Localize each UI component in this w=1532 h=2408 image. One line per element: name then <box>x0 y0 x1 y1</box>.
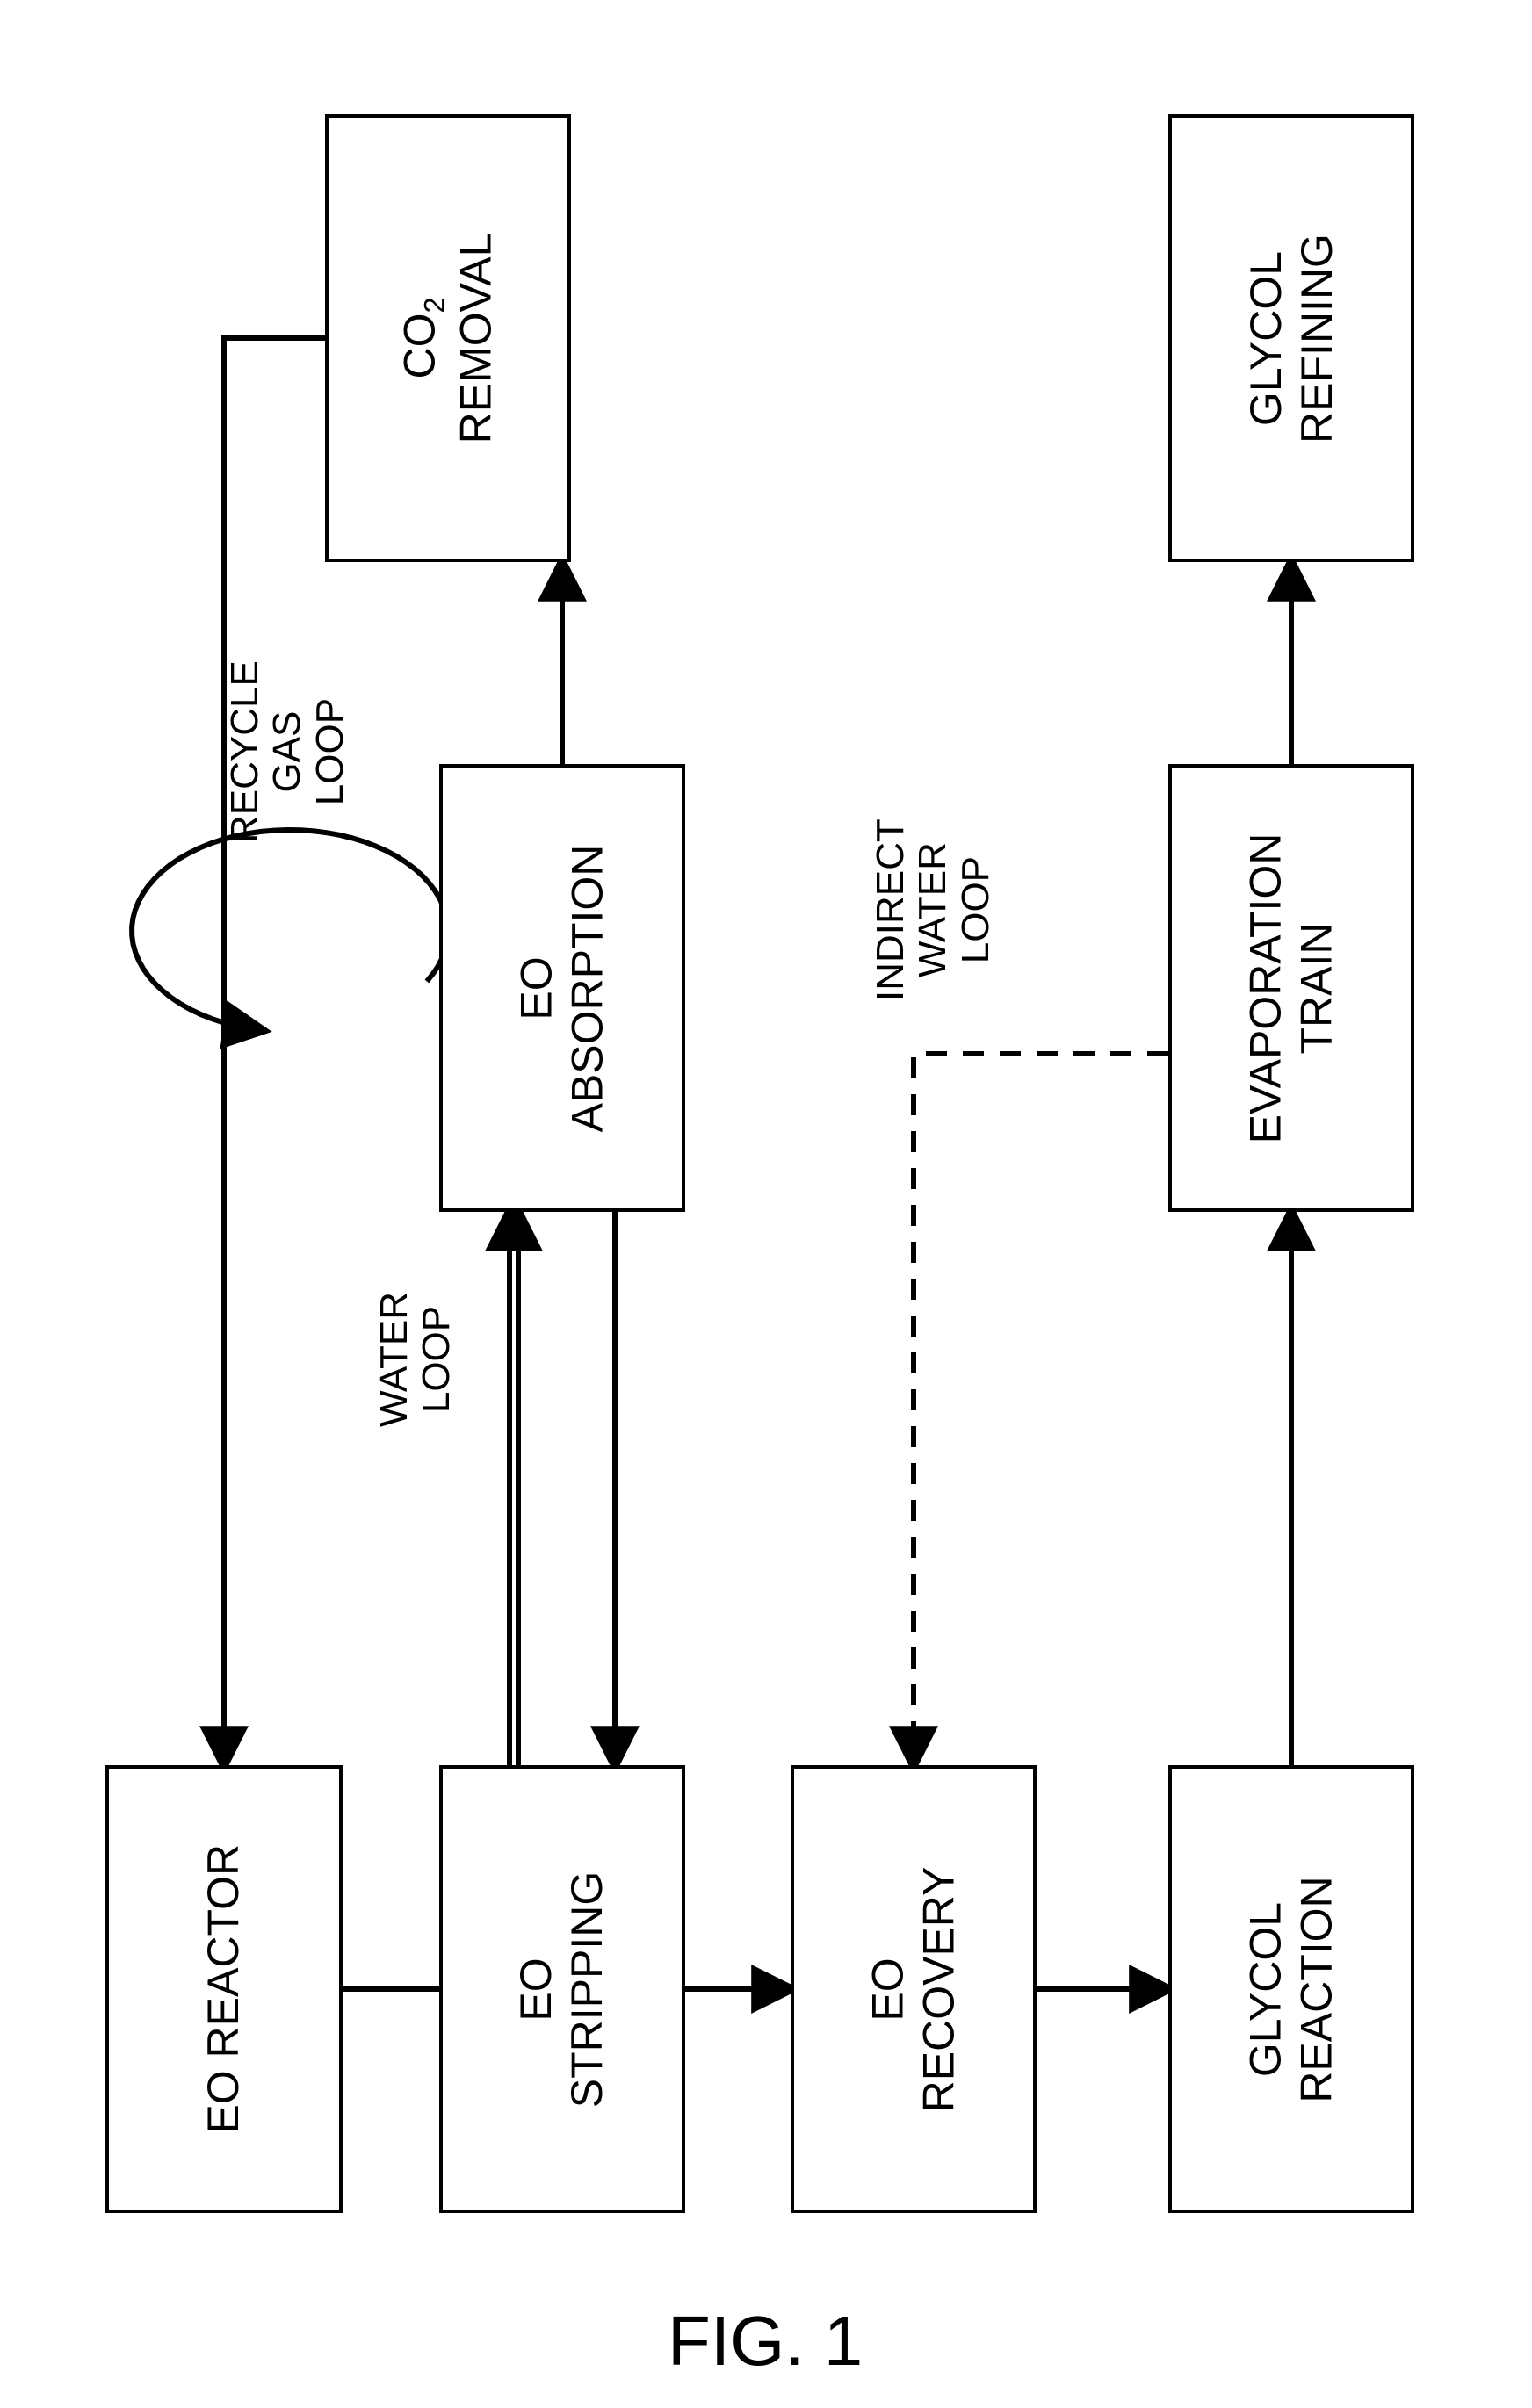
diagram-canvas: EO REACTOR CO2REMOVAL EOABSORPTION EOSTRIPP… <box>0 0 1532 2408</box>
node-eo-recovery: EORECOVERY <box>791 1765 1037 2213</box>
node-eo-absorption: EOABSORPTION <box>439 764 685 1212</box>
node-glycol-reaction: GLYCOLREACTION <box>1168 1765 1414 2213</box>
annot-recycle-gas-loop: RECYCLEGASLOOP <box>224 660 351 843</box>
edge-co2-to-reactor <box>224 338 325 1765</box>
annot-indirect-water-loop: INDIRECTWATERLOOP <box>870 818 997 1001</box>
recycle-loop-ellipse <box>132 830 448 1030</box>
node-eo-stripping: EOSTRIPPING <box>439 1765 685 2213</box>
annot-figure: FIG. 1 <box>668 2301 863 2382</box>
node-eo-reactor: EO REACTOR <box>105 1765 343 2213</box>
node-evaporation-train: EVAPORATIONTRAIN <box>1168 764 1414 1212</box>
node-label-eo-absorption: EOABSORPTION <box>512 844 613 1132</box>
edge-evap-to-recovery <box>914 1054 1168 1765</box>
node-label-glycol-reaction: GLYCOLREACTION <box>1240 1876 1341 2102</box>
node-label-eo-reactor: EO REACTOR <box>199 1844 249 2134</box>
node-label-glycol-refining: GLYCOLREFINING <box>1241 234 1342 443</box>
annot-water-loop: WATERLOOP <box>373 1292 459 1427</box>
node-glycol-refining: GLYCOLREFINING <box>1168 114 1414 562</box>
node-label-evaporation-train: EVAPORATIONTRAIN <box>1241 833 1342 1143</box>
node-label-eo-recovery: EORECOVERY <box>864 1866 965 2112</box>
node-label-co2-removal: CO2REMOVAL <box>394 233 502 444</box>
node-label-eo-stripping: EOSTRIPPING <box>511 1871 612 2107</box>
node-co2-removal: CO2REMOVAL <box>325 114 571 562</box>
